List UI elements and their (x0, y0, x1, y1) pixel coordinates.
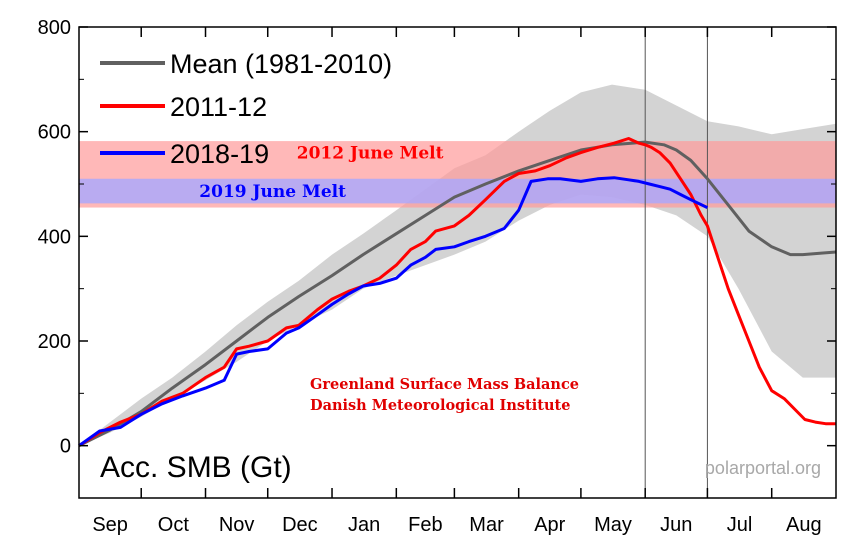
region-label-2019: 2019 June Melt (199, 182, 346, 202)
region-labels-layer: 2012 June Melt 2019 June Melt (199, 144, 443, 202)
vertical-lines-layer (644, 27, 708, 498)
series-line-2011-12 (78, 137, 836, 447)
y-tick-label: 200 (38, 331, 71, 353)
series-lines-layer (78, 137, 837, 448)
y-axis-label: Acc. SMB (Gt) (100, 451, 292, 484)
y-tick-label: 400 (38, 226, 71, 248)
x-tick-label-may: May (594, 514, 632, 536)
legend-label-mean: Mean (1981-2010) (170, 49, 392, 79)
x-tick-label-nov: Nov (219, 514, 255, 536)
x-tick-label-dec: Dec (282, 514, 318, 536)
legend-label-2018-19: 2018-19 (170, 139, 269, 169)
y-tick-label: 0 (60, 436, 71, 458)
region-label-2012: 2012 June Melt (297, 144, 444, 164)
x-tick-label-mar: Mar (469, 514, 504, 536)
y-tick-label: 800 (38, 17, 71, 39)
source-label: polarportal.org (705, 458, 821, 478)
axes-layer: 0 200 400 600 800 Sep Oct Nov Dec Jan Feb Mar Apr May… (38, 17, 837, 536)
x-tick-label-feb: Feb (408, 514, 442, 536)
x-tick-label-jan: Jan (348, 514, 380, 536)
x-tick-label-jul: Jul (727, 514, 753, 536)
plot-frame (78, 26, 837, 499)
series-line-2018-19 (78, 176, 709, 447)
x-tick-label-sep: Sep (92, 514, 128, 536)
x-tick-label-jun: Jun (660, 514, 692, 536)
series-line-mean (78, 140, 837, 448)
legend-label-2011-12: 2011-12 (170, 92, 267, 122)
x-tick-label-aug: Aug (786, 514, 822, 536)
y-tick-label: 600 (38, 122, 71, 144)
legend: Mean (1981-2010) 2011-12 2018-19 (100, 49, 392, 169)
annotation-institute: Danish Meteorological Institute (310, 397, 570, 414)
annotation-title: Greenland Surface Mass Balance (310, 376, 579, 393)
x-tick-label-oct: Oct (158, 514, 190, 536)
x-tick-label-apr: Apr (534, 514, 565, 536)
